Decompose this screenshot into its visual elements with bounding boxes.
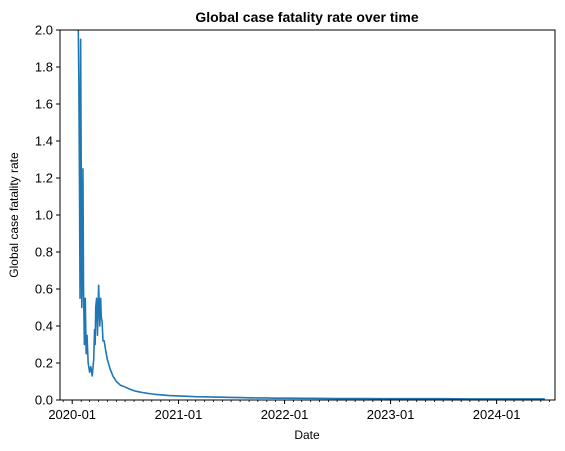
x-tick-label: 2021-01 (155, 407, 203, 422)
x-tick-label: 2024-01 (473, 407, 521, 422)
x-axis: 2020-01 2021-01 2022-01 2023-01 2024-01 (48, 400, 550, 422)
y-tick-label: 1.0 (35, 208, 53, 223)
series-line-0 (77, 30, 545, 400)
x-tick-label: 2022-01 (261, 407, 309, 422)
y-tick-label: 0.4 (35, 319, 53, 334)
y-tick-label: 0.2 (35, 356, 53, 371)
y-axis: 0.0 0.2 0.4 0.6 0.8 1.0 1.2 1.4 1.6 1.8 2.0 (35, 23, 60, 408)
plot-area (77, 30, 545, 400)
y-tick-label: 0.6 (35, 282, 53, 297)
y-axis-label: Global case fatality rate (7, 152, 21, 278)
y-tick-label: 1.2 (35, 171, 53, 186)
plot-frame (59, 29, 556, 401)
x-axis-label: Date (294, 428, 320, 442)
y-tick-label: 0.8 (35, 245, 53, 260)
x-tick-label: 2020-01 (48, 407, 96, 422)
y-tick-label: 1.8 (35, 60, 53, 75)
y-tick-label: 2.0 (35, 23, 53, 38)
y-tick-label: 1.4 (35, 134, 53, 149)
x-tick-label: 2023-01 (367, 407, 415, 422)
y-tick-label: 0.0 (35, 393, 53, 408)
chart-title: Global case fatality rate over time (195, 9, 419, 25)
y-tick-label: 1.6 (35, 97, 53, 112)
